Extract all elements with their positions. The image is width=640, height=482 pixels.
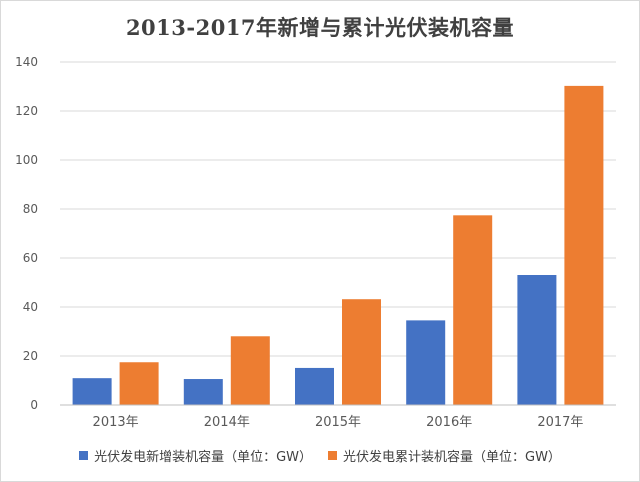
x-tick-label: 2014年 [204,415,250,430]
y-tick-label: 100 [15,153,38,167]
y-tick-label: 80 [23,202,38,216]
y-axis-ticks: 0 20 40 60 80 100 120 140 [15,55,38,412]
bar-cumulative-capacity [230,336,270,405]
bar-cumulative-capacity [453,215,493,405]
bar-new-capacity [517,275,557,405]
y-tick-label: 140 [15,55,38,69]
legend-item-new: 光伏发电新增装机容量（单位：GW） [79,446,312,465]
bars [72,85,604,405]
y-tick-label: 120 [15,104,38,118]
legend-label-cumulative: 光伏发电累计装机容量（单位：GW） [343,450,561,465]
legend-label-new: 光伏发电新增装机容量（单位：GW） [94,450,312,465]
bar-new-capacity [295,367,334,405]
bar-cumulative-capacity [342,299,381,405]
x-tick-label: 2013年 [93,415,139,430]
bar-cumulative-capacity [119,362,159,405]
legend-swatch-new [79,451,89,460]
y-tick-label: 60 [23,251,38,265]
x-tick-label: 2016年 [426,415,472,430]
legend-item-cumulative: 光伏发电累计装机容量（单位：GW） [328,446,561,465]
legend: 光伏发电新增装机容量（单位：GW） 光伏发电累计装机容量（单位：GW） [0,446,640,465]
x-axis-ticks: 2013年 2014年 2015年 2016年 2017年 [93,415,584,430]
bar-new-capacity [72,378,112,405]
bar-new-capacity [406,320,446,405]
bar-cumulative-capacity [564,85,604,405]
x-tick-label: 2017年 [537,415,583,430]
y-tick-label: 0 [30,398,38,412]
y-tick-label: 20 [23,349,38,363]
gridlines [60,61,616,357]
x-tick-label: 2015年 [315,415,361,430]
bar-new-capacity [183,379,223,405]
chart-title: 2013-2017年新增与累计光伏装机容量 [125,15,515,40]
legend-swatch-cumulative [328,451,337,460]
y-tick-label: 40 [23,300,38,314]
